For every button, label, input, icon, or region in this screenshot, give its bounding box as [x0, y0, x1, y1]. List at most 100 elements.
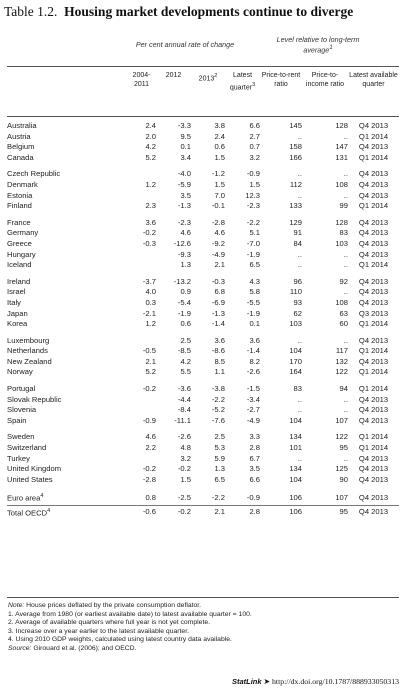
value-cell: 3.6 [249, 335, 260, 345]
value-cell: -7.0 [246, 238, 260, 248]
value-cell: -5.2 [211, 405, 225, 415]
country-cell: Estonia [7, 191, 127, 202]
value-cell: -2.6 [177, 432, 191, 442]
value-cell: 104 [289, 474, 302, 484]
country-cell: Norway [7, 367, 127, 378]
footnote-3: 3. Increase over a year earlier to the l… [8, 627, 189, 635]
value-cell: 95 [302, 504, 348, 519]
value-cell: 107 [335, 492, 348, 502]
value-cell: 1.2 [145, 319, 156, 329]
value-cell: .. [297, 405, 302, 415]
value-cell: 158 [289, 142, 302, 152]
country-cell: Denmark [7, 180, 127, 191]
value-cell: 2.5 [180, 335, 191, 345]
value-cell: 4.8 [180, 443, 191, 453]
value-cell: -5.9 [177, 179, 191, 189]
country-name: Japan [7, 308, 28, 318]
value-cell: -1.9 [246, 249, 260, 259]
value-cell: 6.5 [214, 474, 225, 484]
value-cell: Q1 2014 [358, 346, 389, 356]
header-group-level-text: Level relative to long-term average [276, 35, 360, 55]
footnote-4: 4. Using 2010 GDP weights, calculated us… [8, 636, 232, 644]
country-name: Euro area [7, 493, 41, 503]
value-cell: Q4 2013 [348, 504, 399, 519]
column-header: Price-to-rent ratio [260, 72, 302, 89]
statlink[interactable]: StatLink ➤ http://dx.doi.org/10.1787/888… [232, 677, 399, 686]
table-bottom-rule [7, 597, 399, 598]
country-name: Canada [7, 152, 34, 162]
value-cell: 108 [335, 297, 348, 307]
value-cell: -5.5 [246, 297, 260, 307]
table-row: Total OECD4 -0.6 -0.2 2.1 2.8 106 95 Q4 2013 [7, 504, 399, 519]
value-cell: 0.1 [249, 319, 260, 329]
value-cell: .. [297, 260, 302, 270]
value-cell: -1.9 [246, 308, 260, 318]
value-cell: Q1 2014 [358, 432, 389, 442]
country-name: Italy [7, 297, 21, 307]
value-cell: Q4 2013 [358, 415, 389, 425]
value-cell: .. [297, 453, 302, 463]
value-cell: -0.3 [211, 276, 225, 286]
source-text: Girouard et al. (2006); and OECD. [33, 644, 137, 652]
value-cell: -3.8 [211, 384, 225, 394]
country-name: Hungary [7, 249, 36, 259]
country-cell: Japan [7, 309, 127, 320]
country-cell: Ireland [7, 271, 127, 288]
value-cell: -0.2 [156, 504, 191, 519]
value-cell: 93 [293, 297, 302, 307]
value-cell: -9.3 [177, 249, 191, 259]
value-cell: -2.2 [211, 492, 225, 502]
country-name: Luxembourg [7, 335, 50, 345]
country-name: Spain [7, 415, 27, 425]
header-top-rule [7, 66, 399, 67]
value-cell: .. [343, 169, 348, 179]
value-cell: 6.8 [214, 287, 225, 297]
value-cell: 0.6 [214, 142, 225, 152]
value-cell: 117 [335, 346, 348, 356]
footnote-1: 1. Average from 1980 (or earliest availa… [8, 610, 252, 618]
country-cell: Canada [7, 153, 127, 164]
country-name: Switzerland [7, 443, 47, 453]
value-cell: 0.3 [145, 297, 156, 307]
country-name: Denmark [7, 179, 38, 189]
column-header: 20132 [191, 72, 225, 84]
value-cell: 0.1 [180, 142, 191, 152]
value-cell: Q4 2013 [358, 238, 389, 248]
value-cell: 3.8 [214, 121, 225, 130]
country-name: Germany [7, 228, 39, 238]
value-cell: 2.1 [214, 260, 225, 270]
statlink-url[interactable]: http://dx.doi.org/10.1787/888933050313 [272, 677, 399, 686]
table-number: Table 1.2. [4, 4, 58, 19]
value-cell: 2.2 [145, 443, 156, 453]
value-cell: 2.8 [249, 443, 260, 453]
value-cell [127, 330, 156, 347]
value-cell: -2.8 [142, 474, 156, 484]
value-cell: 129 [289, 217, 302, 227]
value-cell: Q4 2013 [358, 276, 389, 286]
country-cell: Belgium [7, 142, 127, 153]
country-name: United States [7, 474, 53, 484]
value-cell: 110 [289, 287, 302, 297]
value-cell: 107 [335, 415, 348, 425]
country-cell: Israel [7, 287, 127, 298]
value-cell: -2.2 [246, 217, 260, 227]
country-name: United Kingdom [7, 464, 62, 474]
value-cell: Q4 2013 [358, 453, 389, 463]
table-row: Denmark 1.2 -5.9 1.5 1.5 112 108 Q4 2013 [7, 180, 399, 191]
value-cell: 164 [289, 367, 302, 377]
value-cell: Q4 2013 [358, 335, 389, 345]
country-cell: Total OECD4 [7, 504, 127, 519]
table-row: Turkey 3.2 5.9 6.7.... Q4 2013 [7, 454, 399, 465]
value-cell [127, 454, 156, 465]
statlink-arrow-icon: ➤ [263, 677, 271, 686]
value-cell: 5.1 [249, 228, 260, 238]
country-name: Australia [7, 121, 37, 130]
value-cell: Q4 2013 [358, 405, 389, 415]
value-cell: 5.2 [145, 367, 156, 377]
country-cell: Hungary [7, 250, 127, 261]
value-cell: -0.9 [142, 415, 156, 425]
value-cell: 2.4 [145, 121, 156, 130]
value-cell: 9.5 [180, 131, 191, 141]
note-line: Note: House prices deflated by the priva… [8, 602, 252, 611]
table-row: Korea 1.2 0.6 -1.4 0.1 103 60 Q1 2014 [7, 319, 399, 330]
